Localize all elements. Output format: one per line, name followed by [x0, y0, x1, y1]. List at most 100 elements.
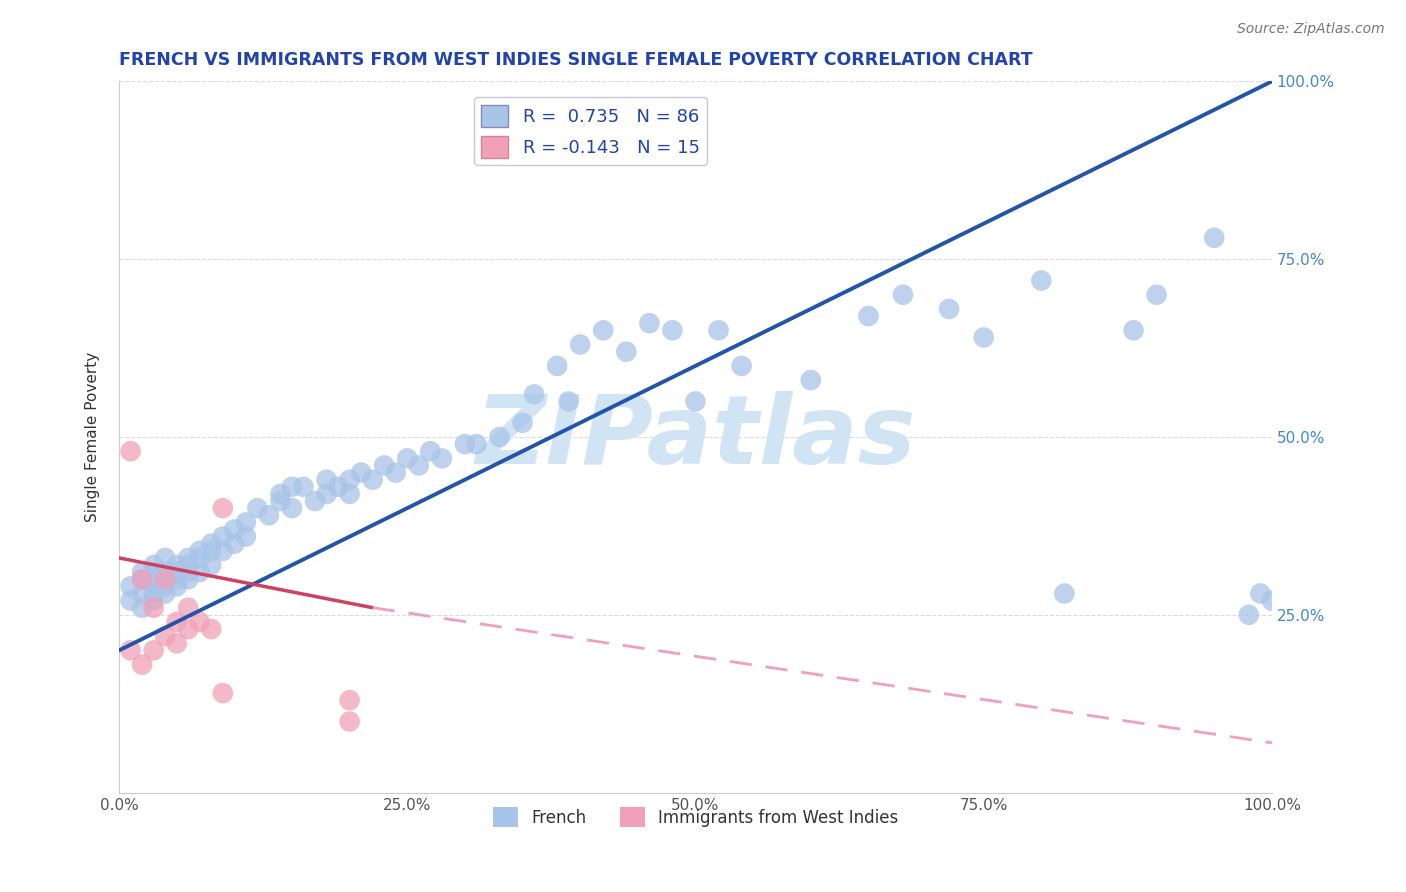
Point	[339, 473, 361, 487]
Point	[131, 586, 153, 600]
Point	[131, 572, 153, 586]
Text: ZIPatlas: ZIPatlas	[475, 391, 915, 483]
Point	[1204, 231, 1226, 245]
Point	[361, 473, 384, 487]
Point	[224, 537, 246, 551]
Point	[200, 622, 222, 636]
Point	[131, 572, 153, 586]
Point	[246, 501, 269, 516]
Point	[384, 466, 406, 480]
Point	[166, 558, 188, 572]
Point	[858, 309, 880, 323]
Point	[142, 600, 165, 615]
Point	[177, 550, 200, 565]
Point	[707, 323, 730, 337]
Point	[211, 530, 233, 544]
Point	[512, 416, 534, 430]
Point	[730, 359, 752, 373]
Point	[211, 686, 233, 700]
Point	[465, 437, 488, 451]
Point	[269, 494, 291, 508]
Point	[177, 622, 200, 636]
Point	[120, 593, 142, 607]
Point	[891, 287, 914, 301]
Point	[188, 565, 211, 579]
Y-axis label: Single Female Poverty: Single Female Poverty	[86, 351, 100, 522]
Point	[304, 494, 326, 508]
Point	[546, 359, 568, 373]
Point	[120, 643, 142, 657]
Point	[153, 565, 176, 579]
Point	[569, 337, 592, 351]
Point	[269, 487, 291, 501]
Point	[557, 394, 579, 409]
Point	[224, 523, 246, 537]
Point	[131, 565, 153, 579]
Point	[142, 572, 165, 586]
Point	[523, 387, 546, 401]
Point	[488, 430, 510, 444]
Point	[177, 565, 200, 579]
Point	[131, 657, 153, 672]
Point	[166, 572, 188, 586]
Point	[1237, 607, 1260, 622]
Point	[396, 451, 419, 466]
Point	[153, 550, 176, 565]
Legend: French, Immigrants from West Indies: French, Immigrants from West Indies	[486, 800, 905, 834]
Point	[153, 572, 176, 586]
Point	[800, 373, 823, 387]
Point	[419, 444, 441, 458]
Point	[350, 466, 373, 480]
Point	[200, 543, 222, 558]
Point	[120, 444, 142, 458]
Point	[373, 458, 395, 473]
Point	[592, 323, 614, 337]
Point	[339, 693, 361, 707]
Point	[120, 579, 142, 593]
Point	[326, 480, 349, 494]
Point	[638, 316, 661, 330]
Point	[281, 480, 304, 494]
Point	[614, 344, 637, 359]
Point	[235, 530, 257, 544]
Point	[1122, 323, 1144, 337]
Point	[661, 323, 683, 337]
Point	[292, 480, 315, 494]
Point	[315, 473, 337, 487]
Point	[211, 543, 233, 558]
Point	[339, 487, 361, 501]
Text: Source: ZipAtlas.com: Source: ZipAtlas.com	[1237, 22, 1385, 37]
Point	[177, 572, 200, 586]
Point	[235, 516, 257, 530]
Point	[685, 394, 707, 409]
Point	[177, 600, 200, 615]
Point	[153, 586, 176, 600]
Point	[281, 501, 304, 516]
Point	[131, 600, 153, 615]
Point	[188, 615, 211, 629]
Point	[1146, 287, 1168, 301]
Point	[166, 615, 188, 629]
Point	[153, 572, 176, 586]
Text: FRENCH VS IMMIGRANTS FROM WEST INDIES SINGLE FEMALE POVERTY CORRELATION CHART: FRENCH VS IMMIGRANTS FROM WEST INDIES SI…	[120, 51, 1032, 69]
Point	[1261, 593, 1284, 607]
Point	[339, 714, 361, 729]
Point	[1031, 273, 1053, 287]
Point	[166, 565, 188, 579]
Point	[142, 565, 165, 579]
Point	[142, 579, 165, 593]
Point	[973, 330, 995, 344]
Point	[142, 586, 165, 600]
Point	[153, 629, 176, 643]
Point	[153, 579, 176, 593]
Point	[166, 579, 188, 593]
Point	[200, 558, 222, 572]
Point	[257, 508, 280, 523]
Point	[1249, 586, 1271, 600]
Point	[142, 643, 165, 657]
Point	[166, 636, 188, 650]
Point	[315, 487, 337, 501]
Point	[188, 550, 211, 565]
Point	[1053, 586, 1076, 600]
Point	[200, 537, 222, 551]
